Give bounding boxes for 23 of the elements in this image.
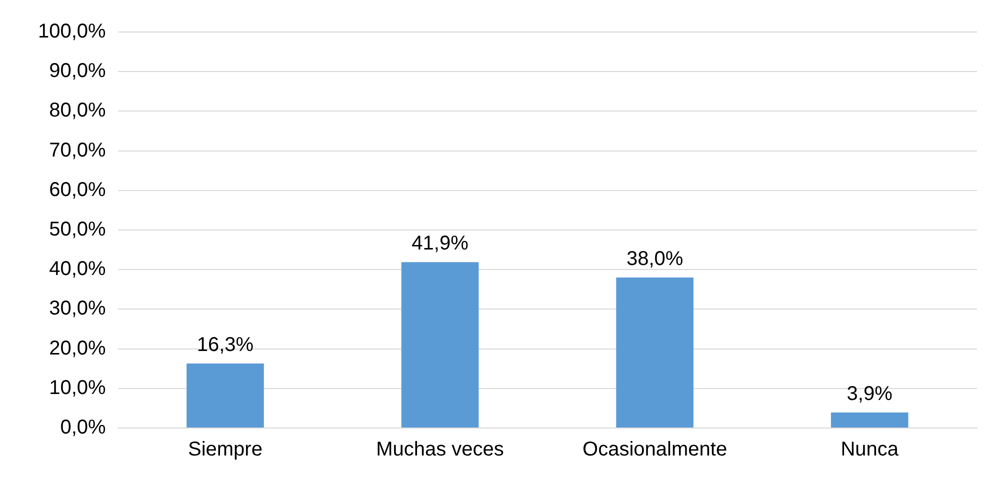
y-tick-label: 20,0% <box>49 337 106 360</box>
bar <box>830 412 908 428</box>
y-tick-label: 30,0% <box>49 298 106 320</box>
x-tick-label: Ocasionalmente <box>582 438 728 461</box>
bar <box>401 262 479 428</box>
data-label: 38,0% <box>626 248 684 270</box>
bar <box>186 363 264 428</box>
data-label: 3,9% <box>846 383 893 406</box>
y-tick-label: 50,0% <box>49 218 106 241</box>
y-tick-label: 40,0% <box>49 258 106 280</box>
y-tick-label: 90,0% <box>49 60 106 82</box>
x-tick-label: Muchas veces <box>376 438 504 461</box>
y-tick-label: 0,0% <box>60 416 106 439</box>
y-tick-label: 60,0% <box>49 178 106 201</box>
x-tick-label: Siempre <box>188 438 262 461</box>
data-label: 41,9% <box>412 232 469 255</box>
y-tick-label: 70,0% <box>49 139 106 162</box>
data-label: 16,3% <box>196 334 254 356</box>
y-tick-label: 10,0% <box>49 376 106 399</box>
bar <box>616 278 694 428</box>
y-tick-label: 100,0% <box>38 20 106 43</box>
y-tick-label: 80,0% <box>49 100 106 122</box>
x-tick-label: Nunca <box>840 438 900 461</box>
